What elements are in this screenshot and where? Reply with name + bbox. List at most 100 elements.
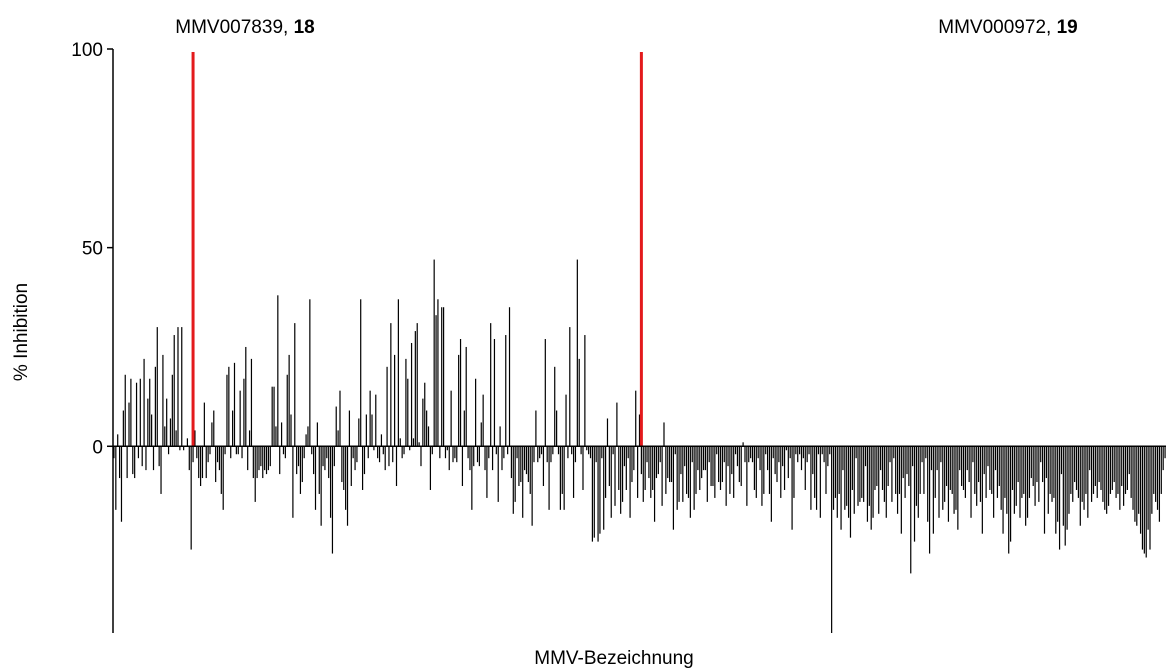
bar	[991, 446, 993, 494]
bar	[987, 446, 989, 467]
bar	[572, 446, 575, 498]
bar	[908, 446, 910, 487]
bar	[527, 446, 529, 483]
bar	[1126, 446, 1128, 490]
bar	[567, 446, 569, 459]
bar	[363, 446, 366, 475]
bar	[132, 446, 134, 475]
bar	[708, 446, 710, 463]
bar	[1058, 446, 1061, 550]
bar	[1096, 446, 1098, 498]
bar	[480, 422, 482, 447]
bar	[510, 446, 513, 479]
bar	[876, 446, 878, 487]
bar	[245, 346, 247, 447]
bar	[906, 446, 908, 475]
bar	[522, 446, 524, 518]
bar	[831, 446, 833, 633]
bar	[625, 446, 627, 490]
bar	[1021, 446, 1023, 498]
bar	[288, 354, 290, 447]
bar	[326, 446, 328, 459]
y-axis-ticks: 0 50 100	[71, 40, 113, 458]
bar	[135, 382, 138, 447]
bar	[422, 398, 424, 447]
bar	[923, 446, 925, 494]
bar	[218, 446, 221, 471]
bar	[490, 323, 492, 447]
bar	[1106, 446, 1108, 514]
bar	[874, 446, 876, 490]
bar	[260, 446, 262, 467]
bar	[1079, 446, 1081, 526]
bar	[972, 446, 974, 463]
bar	[610, 446, 612, 518]
bar	[548, 446, 550, 510]
bar	[695, 446, 697, 494]
bar	[1111, 446, 1113, 490]
bar	[542, 446, 545, 487]
bar	[593, 446, 595, 538]
bar	[463, 410, 465, 447]
bar	[220, 446, 222, 494]
bar	[885, 446, 887, 518]
bar	[1158, 446, 1161, 522]
bar	[316, 422, 318, 447]
bar	[290, 414, 292, 447]
bar	[141, 446, 143, 467]
bar	[461, 446, 464, 487]
bar	[518, 446, 520, 487]
bar	[1049, 446, 1051, 494]
bar	[201, 446, 204, 479]
bar	[162, 354, 164, 447]
bar	[620, 446, 622, 514]
bar	[556, 410, 558, 447]
bar	[757, 446, 759, 459]
bar	[827, 446, 829, 467]
bar	[646, 446, 648, 463]
bar	[919, 446, 921, 494]
bar	[1136, 446, 1138, 526]
bar	[1009, 446, 1012, 542]
bar	[156, 327, 158, 447]
bar	[983, 446, 985, 475]
bar	[751, 446, 754, 463]
bar	[791, 446, 793, 530]
bar	[516, 446, 518, 459]
bar	[823, 446, 825, 463]
bar	[729, 446, 731, 494]
bar	[985, 446, 987, 498]
bar	[829, 446, 831, 455]
bar	[887, 446, 889, 487]
bar	[891, 446, 893, 502]
bar	[1042, 446, 1044, 483]
bar	[324, 446, 326, 471]
bar	[294, 323, 296, 447]
bar	[1006, 446, 1008, 514]
bar	[1139, 446, 1142, 534]
bar	[832, 446, 835, 510]
bar	[1038, 446, 1040, 502]
bar	[719, 446, 722, 490]
bar	[215, 446, 217, 483]
bar	[584, 335, 586, 447]
bar	[974, 446, 976, 494]
y-tick-label: 100	[71, 40, 103, 61]
bar	[1117, 446, 1119, 494]
bar	[725, 446, 727, 506]
bar	[167, 446, 170, 455]
bar	[493, 339, 496, 447]
bar	[1002, 446, 1004, 534]
bar	[345, 446, 347, 510]
bar	[1164, 446, 1166, 459]
bar	[629, 446, 631, 518]
bar	[859, 446, 861, 502]
bar	[1128, 446, 1130, 475]
bar	[819, 446, 821, 518]
bar	[787, 446, 789, 479]
bar	[640, 446, 642, 475]
bar	[701, 446, 703, 479]
bar	[582, 446, 584, 490]
bar	[561, 446, 563, 494]
bar	[627, 446, 629, 459]
